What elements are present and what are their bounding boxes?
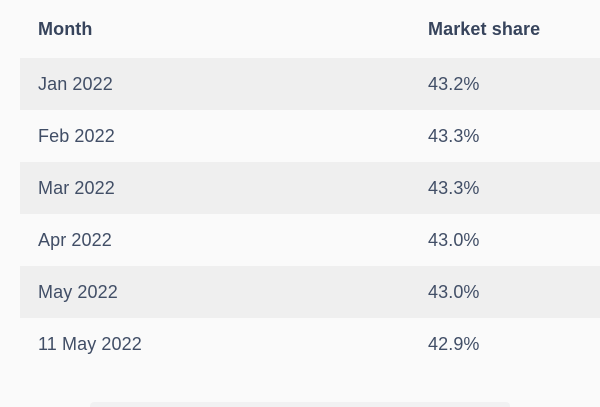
month-cell: Jan 2022 [38,73,113,94]
column-header-month: Month [38,18,93,39]
month-cell: May 2022 [38,281,118,302]
table-row: May 2022 43.0% [20,266,600,318]
table-row: Apr 2022 43.0% [20,214,600,266]
share-cell: 43.2% [428,73,480,94]
month-cell: Mar 2022 [38,177,115,198]
table-row: Jan 2022 43.2% [20,58,600,110]
month-cell: Feb 2022 [38,125,115,146]
table-row: 11 May 2022 42.9% [20,318,600,370]
month-cell: Apr 2022 [38,229,112,250]
table-header-row: Month Market share [20,0,600,58]
share-cell: 43.0% [428,229,480,250]
partial-element-bottom-edge [90,402,510,407]
share-cell: 43.3% [428,125,480,146]
month-cell: 11 May 2022 [38,333,142,354]
share-cell: 43.3% [428,177,480,198]
share-cell: 43.0% [428,281,480,302]
share-cell: 42.9% [428,333,480,354]
column-header-market-share: Market share [428,18,541,39]
table-row: Feb 2022 43.3% [20,110,600,162]
table-row: Mar 2022 43.3% [20,162,600,214]
market-share-table: Month Market share Jan 2022 43.2% Feb 20… [20,0,600,407]
